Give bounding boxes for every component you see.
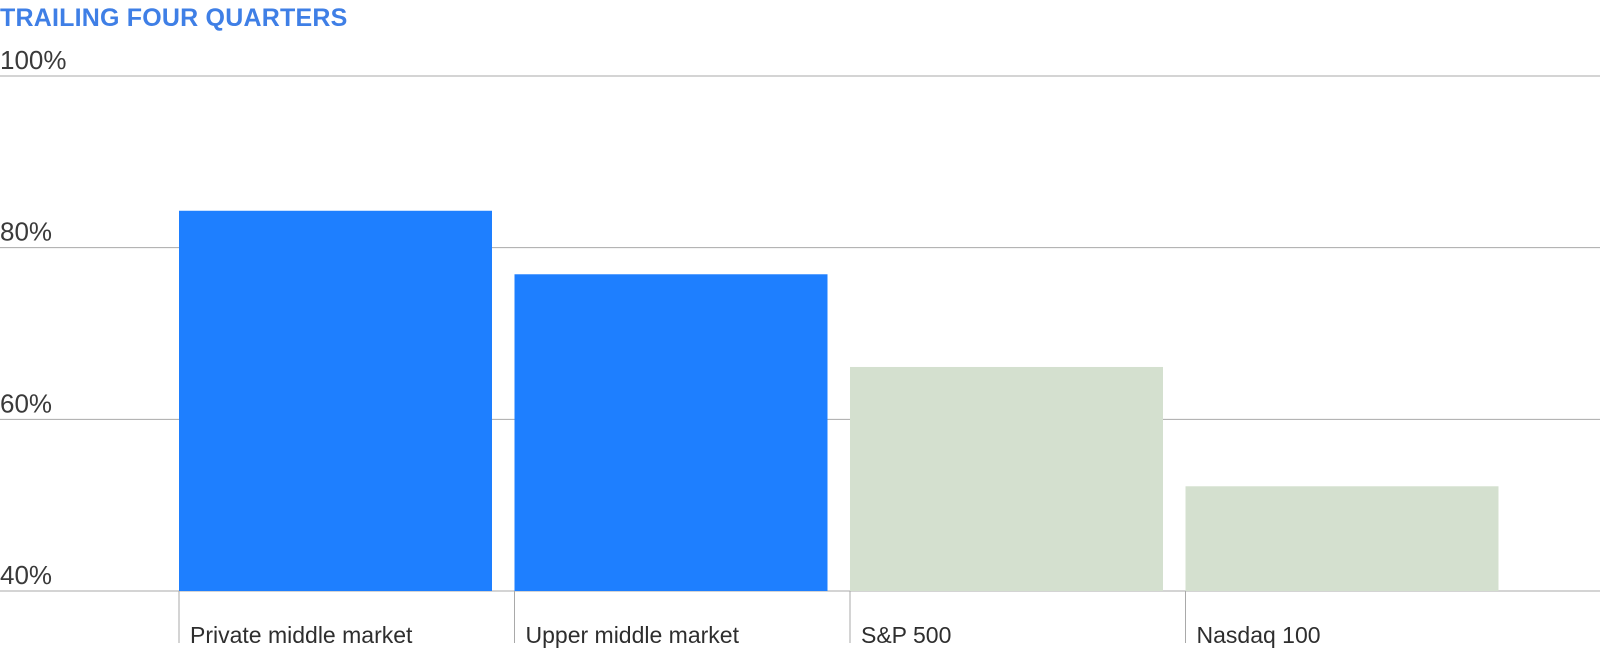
chart-title: TRAILING FOUR QUARTERS	[0, 4, 348, 32]
bar-4	[1185, 486, 1499, 591]
bar-1	[179, 210, 492, 591]
category-label-2: Upper middle market	[526, 622, 740, 648]
category-label-4: Nasdaq 100	[1197, 622, 1321, 648]
y-tick-label-80: 80%	[0, 217, 52, 247]
y-tick-label-40: 40%	[0, 560, 52, 590]
category-label-3: S&P 500	[861, 622, 951, 648]
y-tick-labels: 100% 80% 60% 40%	[0, 45, 67, 590]
y-tick-label-100: 100%	[0, 45, 67, 75]
bar-2	[514, 274, 828, 591]
bars	[179, 210, 1499, 591]
y-tick-label-60: 60%	[0, 388, 52, 418]
category-label-1: Private middle market	[190, 622, 413, 648]
category-labels: Private middle market Upper middle market…	[178, 591, 1321, 648]
bar-3	[850, 366, 1163, 591]
